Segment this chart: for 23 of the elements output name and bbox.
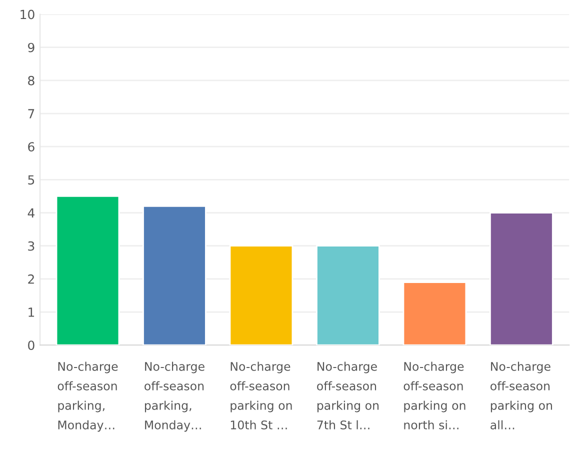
x-tick-label: No-charge off-season parking on all…	[490, 362, 552, 430]
x-tick-label: No-charge off-season parking on 10th St …	[230, 362, 292, 430]
bar	[316, 245, 380, 346]
y-tick-label: 4	[28, 208, 34, 218]
x-tick-label: No-charge off-season parking on north si…	[404, 362, 466, 430]
y-tick-label: 10	[20, 10, 34, 20]
y-tick-label: 0	[28, 340, 34, 350]
y-tick-label: 3	[28, 241, 34, 251]
y-tick-label: 6	[28, 142, 34, 152]
y-tick-label: 7	[28, 109, 34, 118]
y-tick-label: 2	[28, 274, 34, 284]
y-tick-label: 1	[28, 308, 34, 317]
bar	[402, 282, 467, 346]
bar	[490, 212, 554, 346]
x-tick-label: No-charge off-season parking, Monday…	[58, 362, 118, 432]
y-tick-label: 8	[28, 76, 34, 86]
bar	[142, 205, 206, 346]
x-tick-label: No-charge off-season parking on 7th St l…	[317, 362, 379, 430]
bar	[56, 196, 120, 346]
bar	[229, 245, 294, 346]
y-tick-label: 5	[28, 175, 34, 185]
x-tick-label: No-charge off-season parking, Monday…	[144, 362, 204, 432]
y-tick-label: 9	[28, 42, 34, 52]
